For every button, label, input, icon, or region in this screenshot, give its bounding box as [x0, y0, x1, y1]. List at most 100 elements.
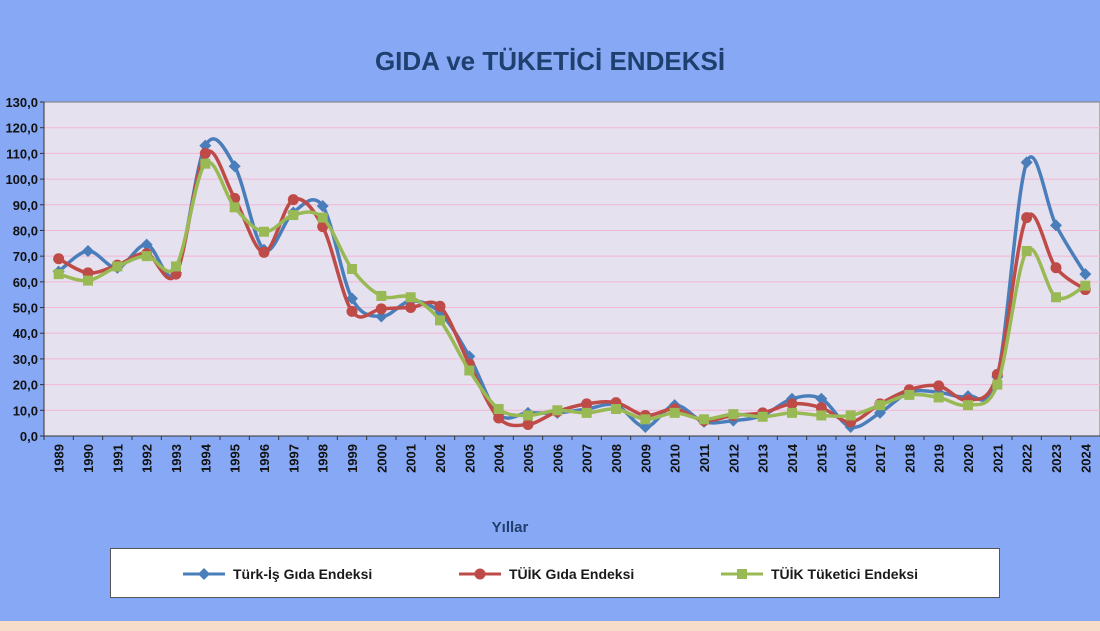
y-tick-label: 70,0	[13, 249, 38, 264]
x-tick-label: 1991	[110, 444, 125, 473]
data-point-turk-is-gida	[228, 160, 241, 173]
data-point-tuik-gida	[1021, 212, 1033, 224]
y-axis: 0,0 10,0 20,0 30,0 40,0 50,0 60,0 70,0 80,0 90,0 1…	[5, 95, 45, 444]
data-point-tuik-tuketici	[141, 251, 152, 262]
x-tick-label: 1990	[81, 444, 96, 473]
y-tick-label: 40,0	[13, 326, 38, 341]
x-tick-label: 2003	[462, 444, 477, 473]
data-point-tuik-tuketici	[787, 407, 797, 418]
legend-label-tuik-gida: TÜİK Gıda Endeksi	[509, 566, 635, 582]
x-tick-label: 2004	[492, 443, 507, 473]
data-point-tuik-gida	[287, 194, 299, 206]
x-tick-label: 2002	[433, 444, 448, 473]
legend-label-turk-is: Türk-İş Gıda Endeksi	[233, 566, 373, 582]
x-tick-label: 2009	[638, 444, 653, 473]
data-point-tuik-gida	[53, 253, 65, 265]
data-point-tuik-tuketici	[464, 365, 475, 376]
legend-item-tuik-gida: TÜİK Gıda Endeksi	[459, 563, 634, 585]
y-tick-label: 80,0	[13, 223, 38, 238]
data-point-tuik-tuketici	[405, 292, 416, 303]
y-tick-label: 0,0	[20, 429, 38, 444]
data-point-tuik-tuketici	[963, 400, 973, 411]
data-point-tuik-tuketici	[523, 410, 533, 421]
x-axis-title: Yıllar	[492, 519, 529, 536]
data-point-turk-is-gida	[316, 200, 329, 213]
x-tick-label: 2020	[961, 444, 976, 473]
legend-label-tuik-tuketici: TÜİK Tüketici Endeksi	[771, 566, 919, 582]
y-tick-label: 60,0	[13, 275, 38, 290]
x-tick-label: 2023	[1049, 444, 1064, 473]
data-point-turk-is-gida	[1020, 156, 1033, 169]
data-point-tuik-tuketici	[83, 275, 93, 286]
legend: Türk-İş Gıda Endeksi TÜİK Gıda Endeksi T…	[110, 548, 1000, 598]
x-tick-label: 2012	[726, 444, 741, 473]
data-point-tuik-gida	[375, 303, 387, 315]
x-tick-label: 1998	[316, 444, 331, 473]
x-tick-label: 2008	[609, 444, 624, 473]
data-point-turk-is-gida	[199, 139, 212, 152]
legend-item-tuik-tuketici: TÜİK Tüketici Endeksi	[721, 563, 918, 585]
data-point-tuik-tuketici	[317, 212, 328, 223]
data-point-turk-is-gida	[82, 245, 94, 258]
legend-marker-diamond-icon	[183, 568, 225, 580]
data-point-tuik-tuketici	[347, 264, 357, 274]
data-point-tuik-tuketici	[112, 261, 123, 272]
x-tick-label: 2021	[990, 444, 1005, 473]
y-tick-label: 90,0	[13, 198, 38, 213]
x-tick-label: 2016	[844, 444, 859, 473]
x-tick-label: 1999	[345, 444, 360, 473]
y-tick-label: 110,0	[6, 146, 38, 161]
data-point-tuik-tuketici	[669, 407, 680, 418]
data-point-tuik-tuketici	[493, 404, 504, 415]
data-point-tuik-tuketici	[171, 261, 181, 272]
legend-marker-square-icon	[721, 569, 763, 579]
data-point-tuik-tuketici	[992, 379, 1003, 390]
y-tick-label: 50,0	[13, 301, 38, 316]
data-point-turk-is-gida	[1079, 268, 1092, 281]
x-tick-label: 2011	[697, 444, 712, 472]
data-point-tuik-gida	[405, 302, 417, 314]
data-point-tuik-gida	[258, 246, 270, 258]
x-tick-label: 1992	[140, 444, 155, 473]
chart-title: GIDA ve TÜKETİCİ ENDEKSİ	[375, 46, 725, 76]
x-tick-label: 2014	[785, 443, 800, 473]
x-tick-label: 1993	[169, 444, 184, 473]
x-tick-label: 2018	[902, 444, 917, 473]
y-tick-label: 130,0	[5, 95, 38, 110]
y-tick-label: 20,0	[13, 378, 38, 393]
data-point-tuik-tuketici	[611, 404, 621, 415]
data-point-tuik-tuketici	[816, 410, 827, 421]
data-point-tuik-tuketici	[53, 269, 64, 280]
x-tick-label: 2000	[374, 444, 389, 473]
x-tick-label: 1996	[257, 444, 272, 473]
x-tick-label: 2006	[550, 444, 565, 473]
data-point-tuik-gida	[1050, 262, 1062, 274]
y-tick-label: 100,0	[5, 172, 38, 187]
data-point-tuik-tuketici	[757, 411, 768, 422]
x-tick-label: 2013	[756, 444, 771, 473]
data-point-tuik-gida	[581, 398, 593, 410]
data-point-tuik-tuketici	[259, 226, 269, 237]
gridlines	[44, 127, 1100, 411]
legend-marker-circle-icon	[459, 568, 501, 580]
data-point-tuik-tuketici	[904, 389, 915, 400]
data-point-tuik-tuketici	[1080, 280, 1091, 291]
x-tick-label: 2001	[404, 444, 419, 473]
data-point-turk-is-gida	[375, 310, 388, 323]
x-tick-label: 2010	[668, 444, 683, 473]
data-point-tuik-gida	[317, 221, 329, 233]
data-point-tuik-tuketici	[640, 414, 651, 425]
series-tuik-tuketici	[53, 158, 1091, 425]
data-point-tuik-tuketici	[376, 290, 387, 301]
data-point-turk-is-gida	[140, 238, 153, 251]
x-tick-label: 1989	[52, 444, 67, 473]
data-point-tuik-tuketici	[933, 392, 944, 403]
series-layer	[52, 137, 1092, 434]
data-point-tuik-tuketici	[229, 202, 240, 213]
data-point-tuik-tuketici	[845, 410, 856, 421]
data-point-tuik-tuketici	[1021, 246, 1032, 257]
y-tick-label: 120,0	[5, 121, 38, 136]
legend-item-turk-is: Türk-İş Gıda Endeksi	[183, 563, 372, 585]
x-tick-label: 2007	[580, 444, 595, 473]
